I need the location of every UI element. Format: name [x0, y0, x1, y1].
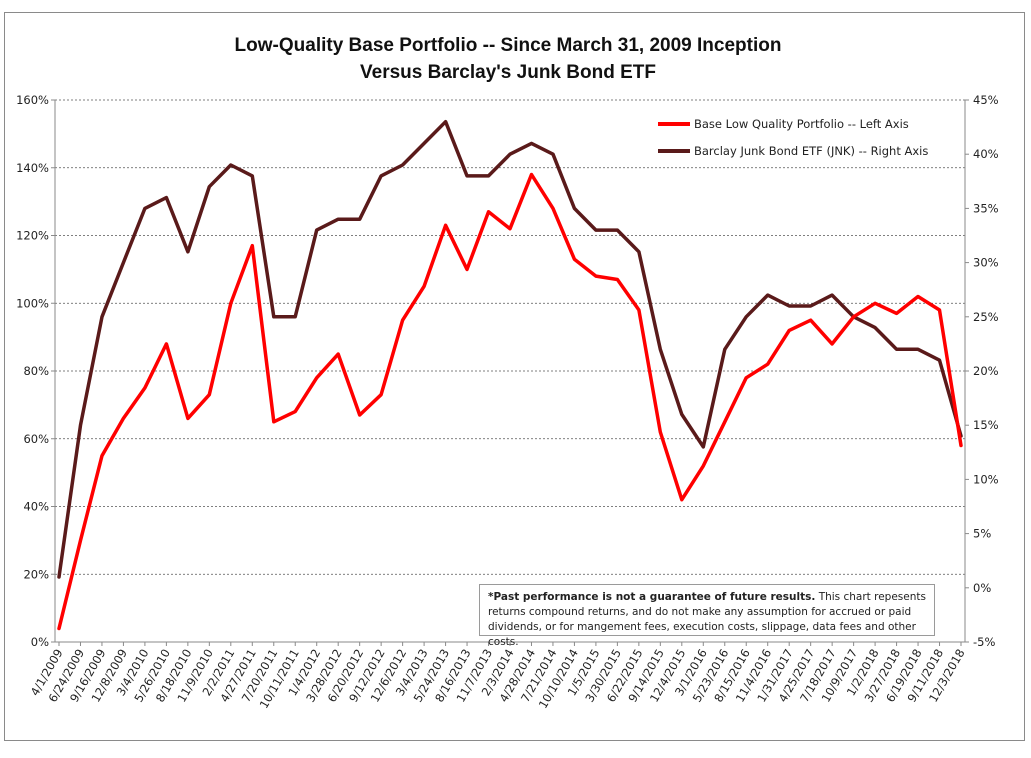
chart-subtitle: Versus Barclay's Junk Bond ETF — [360, 62, 656, 83]
right-tick-label: 30% — [973, 256, 999, 270]
series-layer — [57, 119, 963, 631]
series-line-jnk — [57, 119, 963, 579]
left-tick-label: 20% — [23, 567, 49, 581]
chart-title: Low-Quality Base Portfolio -- Since Marc… — [235, 35, 782, 56]
right-tick-label: 40% — [973, 147, 999, 161]
right-tick-label: 25% — [973, 310, 999, 324]
legend-label-jnk: Barclay Junk Bond ETF (JNK) -- Right Axi… — [694, 144, 928, 158]
disclaimer-box: *Past performance is not a guarantee of … — [479, 584, 935, 648]
disclaimer-bold: *Past performance is not a guarantee of … — [488, 591, 816, 603]
left-tick-label: 60% — [23, 432, 49, 446]
left-tick-label: 0% — [31, 635, 49, 649]
left-tick-label: 100% — [16, 296, 49, 310]
right-tick-label: 15% — [973, 418, 999, 432]
series-line-portfolio — [57, 172, 963, 631]
right-tick-label: 0% — [973, 581, 991, 595]
legend-label-portfolio: Base Low Quality Portfolio -- Left Axis — [694, 117, 909, 131]
legend: Base Low Quality Portfolio -- Left Axis … — [658, 117, 928, 158]
right-tick-label: 10% — [973, 472, 999, 486]
right-tick-label: -5% — [973, 635, 995, 649]
left-tick-label: 40% — [23, 500, 49, 514]
disclaimer-text: This chart repesents returns compound re… — [488, 591, 926, 648]
right-tick-label: 45% — [973, 93, 999, 107]
left-tick-label: 120% — [16, 229, 49, 243]
left-tick-label: 140% — [16, 161, 49, 175]
right-tick-label: 20% — [973, 364, 999, 378]
axes: 0% 20% 40% 60% 80% 100% 120% 140% 160% -5% 0% 5% 10%… — [16, 93, 999, 711]
left-tick-label: 80% — [23, 364, 49, 378]
right-tick-label: 5% — [973, 527, 991, 541]
gridlines — [55, 99, 965, 575]
left-tick-label: 160% — [16, 93, 49, 107]
right-tick-label: 35% — [973, 201, 999, 215]
